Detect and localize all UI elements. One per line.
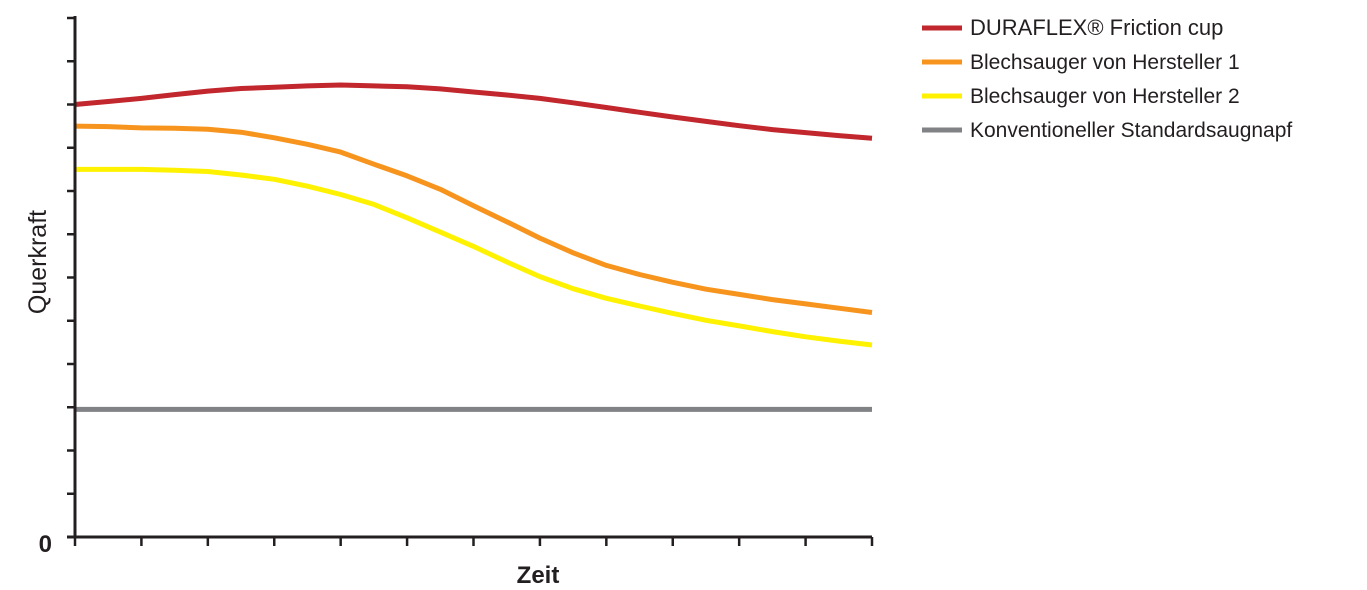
plot-area: [74, 82, 873, 412]
legend: DURAFLEX® Friction cup Blechsauger von He…: [922, 15, 1292, 142]
legend-label-3: Blechsauger von Hersteller 2: [970, 85, 1240, 108]
y-tick-label-zero: 0: [39, 531, 52, 558]
axis-ticks: [67, 16, 874, 546]
legend-label-4: Konventioneller Standardsaugnapf: [970, 119, 1292, 142]
series-line-2: [74, 123, 873, 315]
series-line-1: [74, 82, 873, 141]
x-axis-title: Zeit: [517, 562, 560, 589]
series-line-3: [75, 166, 873, 348]
legend-label-2: Blechsauger von Hersteller 1: [970, 51, 1240, 74]
y-axis-title: Querkraft: [24, 210, 52, 314]
legend-label-1: DURAFLEX® Friction cup: [970, 15, 1223, 40]
